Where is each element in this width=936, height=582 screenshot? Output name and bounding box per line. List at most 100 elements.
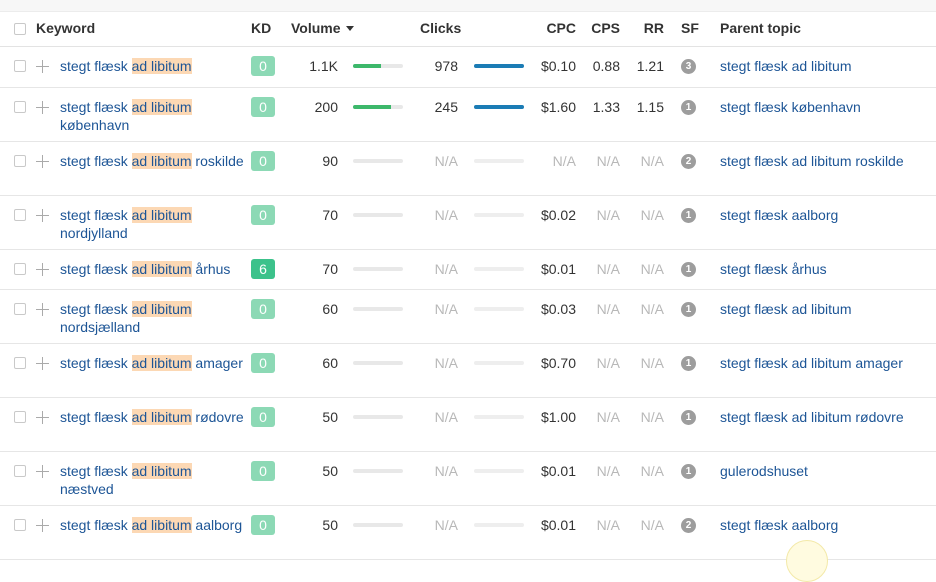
table-row: stegt flæsk ad libitum amager 0 60 N/A $0.70… — [0, 344, 936, 398]
serp-features-badge[interactable]: 1 — [681, 100, 696, 115]
row-checkbox[interactable] — [14, 519, 26, 531]
parent-topic-link[interactable]: stegt flæsk ad libitum roskilde — [720, 153, 904, 169]
keyword-link[interactable]: stegt flæsk ad libitum københavn — [60, 98, 245, 134]
header-cps[interactable]: CPS — [591, 20, 620, 36]
add-to-list-icon[interactable] — [36, 60, 49, 73]
row-checkbox[interactable] — [14, 155, 26, 167]
cps-value: N/A — [596, 517, 620, 533]
cps-value: N/A — [596, 355, 620, 371]
volume-bar — [353, 361, 403, 365]
select-all-checkbox[interactable] — [14, 23, 26, 35]
keyword-link[interactable]: stegt flæsk ad libitum nordsjælland — [60, 300, 245, 336]
parent-topic-link[interactable]: stegt flæsk ad libitum — [720, 58, 852, 74]
table-row: stegt flæsk ad libitum aalborg 0 50 N/A $0.0… — [0, 506, 936, 560]
volume-value: 50 — [322, 463, 338, 479]
cpc-value: $1.00 — [540, 409, 576, 425]
parent-topic-link[interactable]: gulerodshuset — [720, 463, 808, 479]
clicks-value: N/A — [434, 355, 458, 371]
volume-value: 70 — [322, 261, 338, 277]
keyword-text-prefix: stegt flæsk — [60, 517, 132, 533]
volume-bar — [353, 159, 403, 163]
add-to-list-icon[interactable] — [36, 263, 49, 276]
keyword-link[interactable]: stegt flæsk ad libitum amager — [60, 354, 245, 372]
parent-topic-link[interactable]: stegt flæsk aalborg — [720, 207, 839, 223]
keyword-text-suffix: århus — [191, 261, 231, 277]
serp-features-badge[interactable]: 1 — [681, 410, 696, 425]
header-parent-topic[interactable]: Parent topic — [720, 20, 801, 36]
add-to-list-icon[interactable] — [36, 465, 49, 478]
volume-bar — [353, 307, 403, 311]
row-checkbox[interactable] — [14, 465, 26, 477]
keyword-link[interactable]: stegt flæsk ad libitum — [60, 57, 245, 75]
keyword-text-suffix: roskilde — [191, 153, 244, 169]
header-volume[interactable]: Volume — [291, 20, 354, 36]
serp-features-badge[interactable]: 1 — [681, 356, 696, 371]
keyword-link[interactable]: stegt flæsk ad libitum århus — [60, 260, 245, 278]
cpc-value: $0.01 — [540, 261, 576, 277]
parent-topic-link[interactable]: stegt flæsk ad libitum amager — [720, 355, 903, 371]
parent-topic-link[interactable]: stegt flæsk århus — [720, 261, 827, 277]
add-to-list-icon[interactable] — [36, 357, 49, 370]
kd-badge: 0 — [251, 151, 275, 171]
header-volume-label: Volume — [291, 20, 341, 36]
top-strip — [0, 0, 936, 12]
table-row: stegt flæsk ad libitum københavn 0 200 245 $… — [0, 88, 936, 142]
serp-features-badge[interactable]: 3 — [681, 59, 696, 74]
volume-bar — [353, 267, 403, 271]
add-to-list-icon[interactable] — [36, 411, 49, 424]
add-to-list-icon[interactable] — [36, 209, 49, 222]
keyword-link[interactable]: stegt flæsk ad libitum aalborg — [60, 516, 245, 534]
row-checkbox[interactable] — [14, 357, 26, 369]
table-row: stegt flæsk ad libitum næstved 0 50 N/A $0.0… — [0, 452, 936, 506]
table-row: stegt flæsk ad libitum århus 6 70 N/A $0.01 N… — [0, 250, 936, 290]
header-rr[interactable]: RR — [643, 20, 664, 36]
parent-topic-link[interactable]: stegt flæsk aalborg — [720, 517, 839, 533]
cpc-value: $0.02 — [540, 207, 576, 223]
caret-down-icon — [345, 26, 354, 31]
cpc-value: $0.03 — [540, 301, 576, 317]
keyword-text-highlight: ad libitum — [131, 463, 192, 479]
add-to-list-icon[interactable] — [36, 303, 49, 316]
volume-bar — [353, 415, 403, 419]
table-row: stegt flæsk ad libitum nordjylland 0 70 N/A… — [0, 196, 936, 250]
keyword-link[interactable]: stegt flæsk ad libitum nordjylland — [60, 206, 245, 242]
row-checkbox[interactable] — [14, 411, 26, 423]
keyword-text-highlight: ad libitum — [131, 58, 192, 74]
add-to-list-icon[interactable] — [36, 101, 49, 114]
clicks-bar — [474, 361, 524, 365]
row-checkbox[interactable] — [14, 263, 26, 275]
row-checkbox[interactable] — [14, 209, 26, 221]
keyword-text-suffix: amager — [191, 355, 243, 371]
cps-value: N/A — [596, 409, 620, 425]
serp-features-badge[interactable]: 1 — [681, 302, 696, 317]
parent-topic-link[interactable]: stegt flæsk ad libitum — [720, 301, 852, 317]
keyword-link[interactable]: stegt flæsk ad libitum roskilde — [60, 152, 245, 170]
keyword-text-suffix: nordsjælland — [60, 319, 141, 335]
kd-badge: 0 — [251, 205, 275, 225]
serp-features-badge[interactable]: 2 — [681, 518, 696, 533]
serp-features-badge[interactable]: 2 — [681, 154, 696, 169]
header-clicks[interactable]: Clicks — [420, 20, 462, 36]
kd-badge: 0 — [251, 56, 275, 76]
keyword-link[interactable]: stegt flæsk ad libitum næstved — [60, 462, 245, 498]
header-kd[interactable]: KD — [251, 20, 272, 36]
add-to-list-icon[interactable] — [36, 155, 49, 168]
serp-features-badge[interactable]: 1 — [681, 464, 696, 479]
row-checkbox[interactable] — [14, 60, 26, 72]
header-sf[interactable]: SF — [681, 20, 699, 36]
row-checkbox[interactable] — [14, 303, 26, 315]
header-keyword[interactable]: Keyword — [36, 20, 96, 36]
serp-features-badge[interactable]: 1 — [681, 208, 696, 223]
parent-topic-link[interactable]: stegt flæsk ad libitum rødovre — [720, 409, 904, 425]
serp-features-badge[interactable]: 1 — [681, 262, 696, 277]
cpc-value: $0.70 — [540, 355, 576, 371]
keyword-text-highlight: ad libitum — [131, 301, 192, 317]
row-checkbox[interactable] — [14, 101, 26, 113]
keyword-text-prefix: stegt flæsk — [60, 355, 132, 371]
header-cpc[interactable]: CPC — [546, 20, 576, 36]
keyword-link[interactable]: stegt flæsk ad libitum rødovre — [60, 408, 245, 426]
cpc-value: $0.10 — [540, 58, 576, 74]
parent-topic-link[interactable]: stegt flæsk københavn — [720, 99, 861, 115]
add-to-list-icon[interactable] — [36, 519, 49, 532]
clicks-bar — [474, 159, 524, 163]
